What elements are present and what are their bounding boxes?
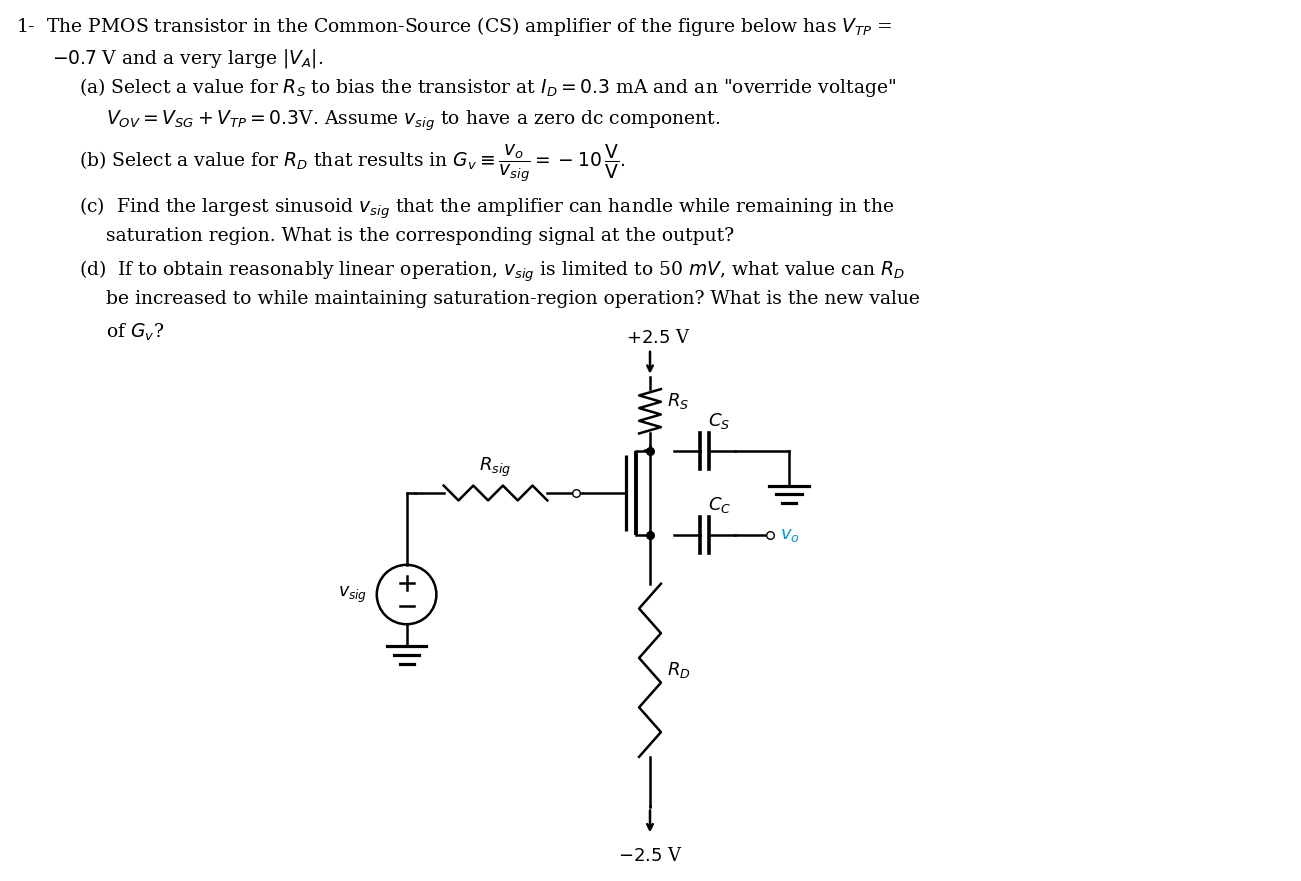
Text: $v_{sig}$: $v_{sig}$ (337, 584, 367, 604)
Text: $V_{OV} = V_{SG} + V_{TP} = 0.3$V. Assume $v_{sig}$ to have a zero dc component.: $V_{OV} = V_{SG} + V_{TP} = 0.3$V. Assum… (105, 108, 719, 133)
Text: $R_{sig}$: $R_{sig}$ (480, 456, 511, 479)
Text: (c)  Find the largest sinusoid $v_{sig}$ that the amplifier can handle while rem: (c) Find the largest sinusoid $v_{sig}$ … (78, 196, 894, 221)
Text: (a) Select a value for $R_S$ to bias the transistor at $I_D = 0.3$ mA and an "ov: (a) Select a value for $R_S$ to bias the… (78, 77, 896, 100)
Text: $-0.7$ V and a very large $|V_A|$.: $-0.7$ V and a very large $|V_A|$. (52, 47, 323, 70)
Text: (b) Select a value for $R_D$ that results in $G_v \equiv \dfrac{v_o}{v_{sig}} = : (b) Select a value for $R_D$ that result… (78, 142, 624, 183)
Text: $R_S$: $R_S$ (667, 391, 690, 411)
Text: of $G_v$?: of $G_v$? (105, 322, 164, 344)
Text: 1-  The PMOS transistor in the Common-Source (CS) amplifier of the figure below : 1- The PMOS transistor in the Common-Sou… (16, 15, 892, 38)
Text: $C_S$: $C_S$ (709, 411, 731, 431)
Text: be increased to while maintaining saturation-region operation? What is the new v: be increased to while maintaining satura… (105, 291, 920, 308)
Text: $+2.5$ V: $+2.5$ V (626, 329, 691, 347)
Text: (d)  If to obtain reasonably linear operation, $v_{sig}$ is limited to 50 $mV$, : (d) If to obtain reasonably linear opera… (78, 259, 904, 285)
Text: $-2.5$ V: $-2.5$ V (618, 848, 682, 865)
Text: $C_C$: $C_C$ (708, 495, 731, 515)
Text: saturation region. What is the corresponding signal at the output?: saturation region. What is the correspon… (105, 227, 734, 245)
Text: $R_D$: $R_D$ (667, 660, 691, 680)
Text: $v_o$: $v_o$ (779, 526, 799, 544)
